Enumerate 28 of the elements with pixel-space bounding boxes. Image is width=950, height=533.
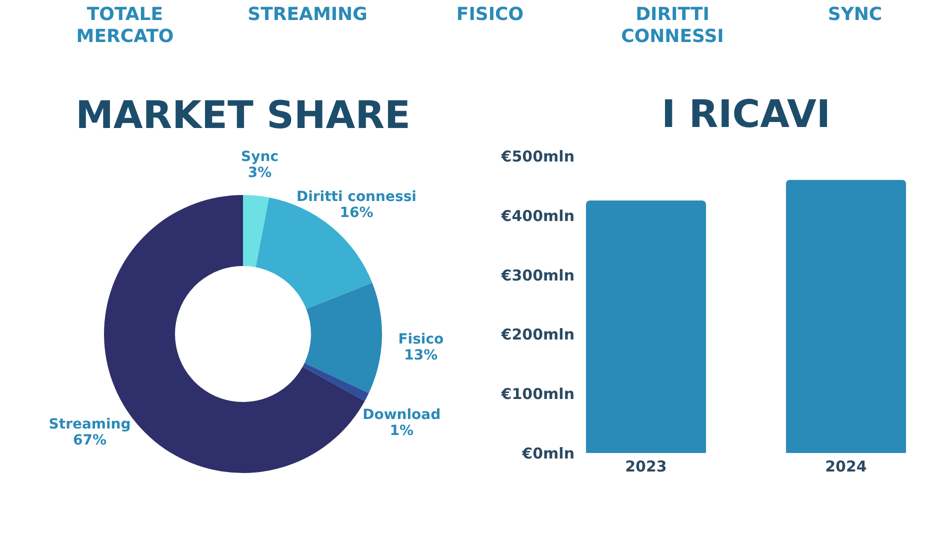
y-tick-label: €300mln [500, 266, 574, 284]
chart-title: I RICAVI [661, 92, 831, 136]
slice-label: Download [362, 406, 441, 423]
data-label: 1% [390, 422, 414, 439]
data-label: 67% [73, 432, 107, 449]
text: STREAMING [246, 4, 368, 26]
text: SYNC [826, 4, 884, 26]
slice-label: Sync [241, 148, 278, 165]
data-label: 13% [404, 348, 438, 364]
donut-slice [302, 362, 369, 401]
donut-slice [243, 195, 270, 268]
text: FISICO [455, 4, 525, 26]
donut-slice [304, 282, 382, 394]
y-tick-label: €200mln [500, 326, 574, 344]
slice-label: Streaming [48, 416, 131, 433]
x-tick-label: 2023 [625, 458, 667, 476]
text: DIRITTI CONNESSI [620, 4, 725, 48]
chart-title: MARKET SHARE [76, 92, 410, 137]
y-tick-label: €400mln [500, 206, 574, 225]
data-label: 16% [340, 204, 374, 221]
slice-label: Fisico [398, 332, 444, 348]
y-tick-label: €100mln [500, 385, 574, 404]
x-tick-label: 2024 [825, 458, 867, 476]
text: TOTALE MERCATO [75, 4, 175, 48]
y-tick-label: €500mln [500, 148, 574, 166]
y-tick-label: €0mln [521, 444, 574, 462]
slice-label: Diritti connessi [296, 188, 416, 205]
data-label: 3% [248, 164, 272, 181]
